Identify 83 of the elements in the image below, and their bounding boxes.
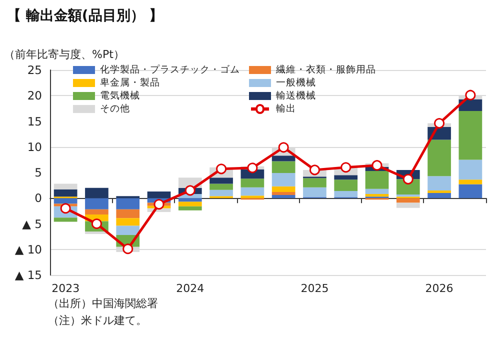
bar xyxy=(365,170,389,189)
legend-label: 卑金属・製品 xyxy=(100,76,160,88)
point xyxy=(372,160,382,171)
bar xyxy=(210,178,233,184)
bar xyxy=(178,198,202,202)
legend-label: 化学製品・プラスチック・ゴム xyxy=(100,64,240,76)
point xyxy=(122,244,134,254)
bar xyxy=(458,184,482,198)
point xyxy=(184,185,196,196)
bar xyxy=(365,188,389,194)
bar xyxy=(240,178,264,188)
text: （出所）中国海関総署 xyxy=(48,297,158,310)
bar xyxy=(458,180,482,184)
legend-label: 輸出 xyxy=(276,102,296,114)
bar xyxy=(272,195,296,198)
bar xyxy=(428,193,451,198)
point xyxy=(309,164,320,176)
bar xyxy=(334,180,358,191)
bar xyxy=(396,198,420,203)
point xyxy=(91,218,102,229)
bar xyxy=(116,198,140,210)
bar xyxy=(116,226,140,236)
bar xyxy=(147,191,171,198)
bar xyxy=(178,206,202,210)
point xyxy=(402,174,414,184)
point xyxy=(154,199,164,210)
bar xyxy=(272,161,296,174)
x-tick-label: 2023 xyxy=(52,282,80,295)
point xyxy=(434,118,445,129)
point xyxy=(340,162,352,173)
chart-title: 【 輸出金額(品目別） 】 xyxy=(7,7,164,24)
y-tick-label: 5 xyxy=(34,166,42,180)
legend-label: 電気機械 xyxy=(100,90,140,102)
bar xyxy=(54,189,78,197)
bar xyxy=(272,192,296,196)
bar xyxy=(54,198,78,204)
bar xyxy=(85,188,108,198)
bar xyxy=(458,160,482,180)
bar xyxy=(272,173,296,186)
y-tick-label: 20 xyxy=(27,88,42,103)
y-tick-label: ▲ 5 xyxy=(22,216,42,231)
bar xyxy=(54,184,78,190)
legend-label: その他 xyxy=(100,102,130,114)
bar xyxy=(272,186,296,192)
bar xyxy=(365,194,389,197)
bar xyxy=(85,198,108,210)
point xyxy=(216,164,227,174)
text: （注）米ドル建て。 xyxy=(48,314,147,327)
legend-label: 輸送機械 xyxy=(276,90,316,102)
bar xyxy=(303,178,326,188)
y-tick-label: 25 xyxy=(27,63,42,77)
y-tick-label: 15 xyxy=(27,114,42,128)
bar xyxy=(240,187,264,196)
x-tick-label: 2025 xyxy=(300,282,329,295)
point xyxy=(278,142,289,153)
bar xyxy=(54,218,78,222)
y-tick-label: 0 xyxy=(34,191,42,206)
bar xyxy=(178,202,202,206)
bar xyxy=(210,190,233,196)
bar xyxy=(458,111,482,160)
y-tick-label: ▲ 15 xyxy=(14,268,42,282)
point xyxy=(465,90,476,100)
bar xyxy=(428,176,451,190)
bar xyxy=(116,209,140,218)
bar xyxy=(240,196,264,198)
bar xyxy=(85,209,108,215)
y-tick-label: 10 xyxy=(27,140,42,154)
bar xyxy=(210,184,233,190)
bar xyxy=(272,156,296,162)
x-tick-label: 2024 xyxy=(176,282,204,295)
bar xyxy=(428,140,451,176)
x-tick-label: 2026 xyxy=(425,282,454,295)
bar xyxy=(334,190,358,198)
bar xyxy=(396,202,420,208)
bar xyxy=(334,175,358,180)
y-axis-title: （前年比寄与度、%Pt） xyxy=(4,48,124,61)
bar xyxy=(303,187,326,198)
bar xyxy=(428,190,451,193)
bar xyxy=(116,218,140,226)
y-tick-label: ▲ 10 xyxy=(14,242,42,256)
legend-label: 繊維・衣類・服飾用品 xyxy=(275,64,376,76)
legend-label: 一般機械 xyxy=(276,76,316,88)
point xyxy=(247,162,258,174)
